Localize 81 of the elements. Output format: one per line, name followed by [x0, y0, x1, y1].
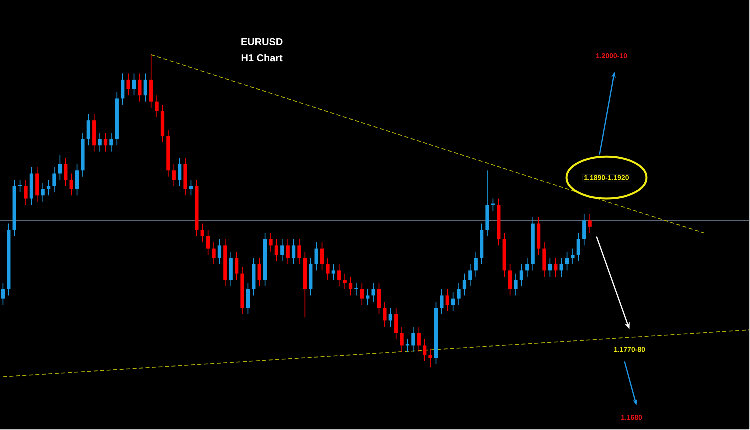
candlestick: [576, 232, 580, 262]
candlestick: [320, 242, 324, 272]
candlestick: [326, 258, 330, 281]
candlestick: [121, 74, 125, 106]
candlestick: [70, 174, 74, 196]
candlestick: [218, 239, 222, 266]
candlestick: [314, 242, 318, 272]
candlestick: [258, 258, 262, 287]
candlestick: [292, 239, 296, 266]
candlestick: [423, 339, 427, 362]
candlestick: [338, 264, 342, 287]
candlestick: [560, 258, 564, 278]
candlestick: [98, 132, 102, 152]
candlestick: [280, 239, 284, 262]
chart-subtitle: H1 Chart: [242, 54, 283, 62]
candlestick: [554, 258, 558, 278]
candlestick: [417, 326, 421, 353]
candlestick: [200, 224, 204, 244]
candlestick: [468, 264, 472, 287]
chart-title: EURUSD: [242, 38, 283, 46]
candlestick: [138, 74, 142, 102]
candlestick: [172, 164, 176, 187]
candlestick: [234, 252, 239, 281]
candlestick: [189, 180, 194, 196]
candlestick: [64, 158, 68, 187]
candlestick: [526, 258, 530, 278]
candlestick: [246, 283, 250, 316]
candlestick: [46, 180, 51, 196]
candlestick: [18, 180, 22, 194]
candlestick: [508, 264, 512, 296]
candlestick: [178, 158, 182, 187]
candlestick: [212, 242, 216, 266]
candlestick: [394, 308, 398, 340]
candlestick: [462, 274, 467, 296]
candlestick: [150, 54, 154, 109]
candlestick: [41, 182, 45, 203]
candlestick: [383, 302, 387, 328]
candlestick: [229, 252, 233, 287]
candlestick: [52, 167, 56, 194]
candlestick: [298, 239, 302, 266]
candlestick: [360, 283, 364, 306]
candlestick: [36, 167, 40, 203]
candlestick: [286, 239, 290, 266]
candlestick: [388, 308, 392, 328]
candlestick: [24, 180, 28, 206]
candlestick: [457, 283, 461, 306]
candlestick: [126, 74, 130, 96]
candlestick: [269, 232, 273, 253]
candlestick: [377, 283, 382, 316]
candlestick: [582, 214, 586, 246]
candlestick: [274, 239, 279, 262]
candlestick: [332, 264, 336, 281]
candlestick: [514, 274, 518, 296]
candlestick: [446, 289, 450, 312]
candlestick: [452, 292, 456, 312]
candlestick: [428, 348, 432, 368]
candlestick: [206, 230, 210, 256]
candlestick: [520, 264, 524, 287]
candlestick: [144, 74, 148, 102]
candlestick: [542, 242, 546, 278]
candlestick: [110, 132, 114, 152]
candlestick: [565, 252, 570, 272]
candlestick: [571, 248, 575, 266]
candlestick: [354, 283, 358, 296]
candlestick: [86, 114, 90, 146]
candlestick: [58, 154, 62, 181]
candlestick: [440, 289, 444, 316]
candlestick: [155, 95, 159, 118]
candlestick: [548, 258, 552, 278]
candlestick: [474, 252, 478, 278]
candlestick: [343, 274, 347, 290]
candlestick: [400, 326, 404, 353]
candlestick: [366, 289, 370, 306]
candlestick: [372, 283, 376, 303]
candlestick: [588, 214, 592, 234]
candlestick: [1, 283, 6, 306]
candlestick: [75, 164, 80, 196]
candlestick: [412, 326, 416, 353]
candlestick: [348, 276, 353, 296]
candlestick: [132, 74, 136, 96]
candlestick: [104, 132, 108, 152]
